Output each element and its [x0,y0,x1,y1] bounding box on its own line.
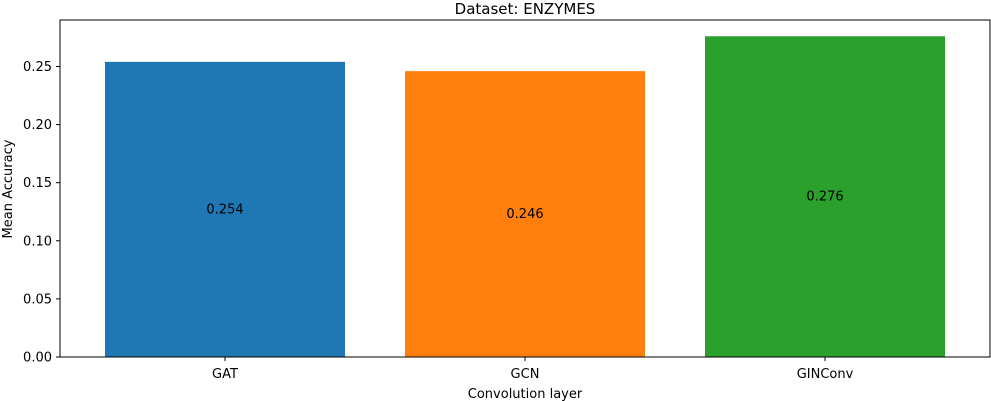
x-tick-label: GINConv [797,367,854,382]
y-tick-label: 0.25 [23,60,52,75]
bars-group [105,36,945,358]
y-tick-label: 0.00 [23,351,52,366]
y-tick-label: 0.15 [23,176,52,191]
y-axis: 0.00 0.05 0.10 0.15 0.20 0.25 [23,60,60,366]
value-label-gcn: 0.246 [506,207,543,222]
chart-title: Dataset: ENZYMES [455,0,596,18]
y-tick-label: 0.05 [23,292,52,307]
x-tick-label: GCN [511,367,540,382]
x-axis-label: Convolution layer [468,387,583,401]
plot-frame [59,19,991,358]
value-label-gat: 0.254 [206,202,243,217]
y-axis-label: Mean Accuracy [1,139,16,238]
value-label-ginconv: 0.276 [806,190,843,205]
y-tick-label: 0.10 [23,234,52,249]
x-tick-label: GAT [212,367,238,382]
y-tick-label: 0.20 [23,118,52,133]
bar-gat [105,61,345,358]
value-labels-group: 0.254 0.246 0.276 [206,190,843,222]
bar-gcn [405,71,645,357]
bar-ginconv [705,36,945,357]
x-axis: GAT GCN GINConv [212,357,854,382]
